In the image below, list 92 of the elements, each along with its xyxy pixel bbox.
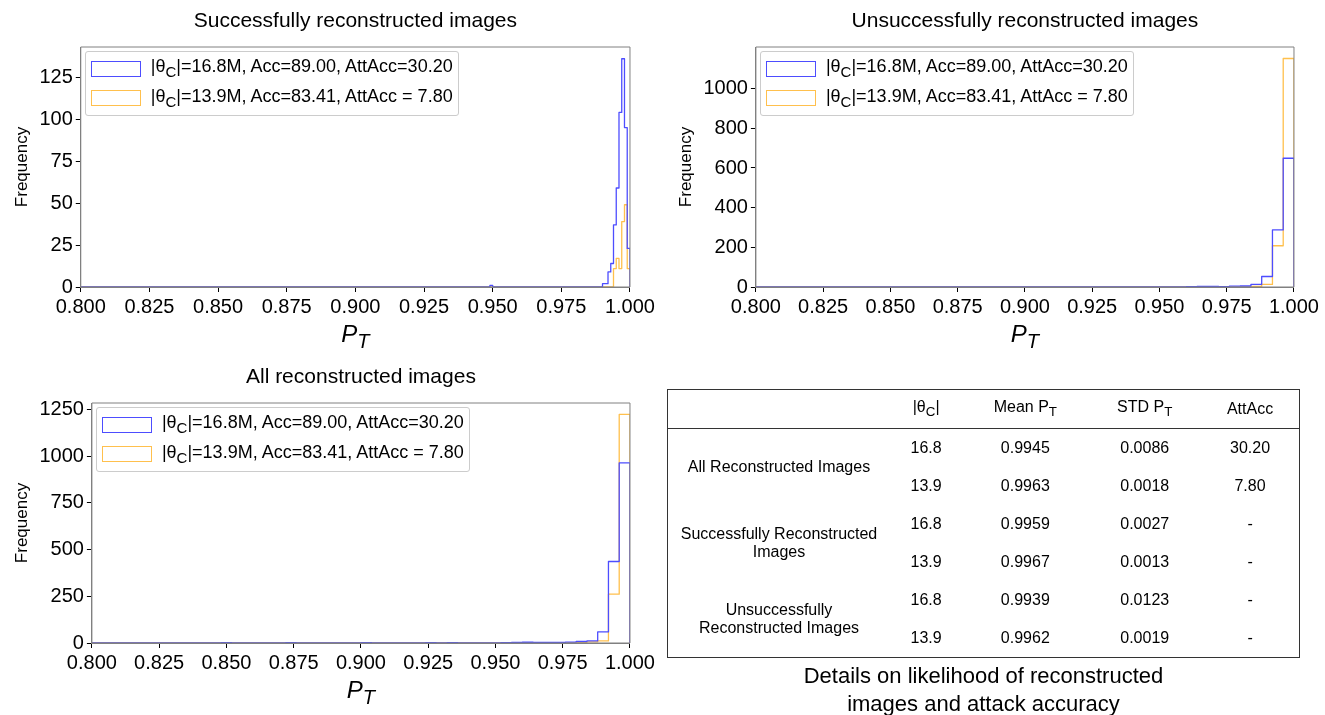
x-tick-label: 0.875 xyxy=(268,650,319,673)
x-tick-label: 0.900 xyxy=(330,294,381,317)
text: 0.0013 xyxy=(1120,553,1170,570)
y-tick-label: 250 xyxy=(50,583,84,606)
y-tick-label: 1250 xyxy=(39,396,84,419)
y-axis-title: Frequency xyxy=(11,126,31,208)
y-tick-label: 750 xyxy=(50,490,84,513)
x-tick-label: 0.800 xyxy=(66,650,117,673)
x-tick-label: 0.925 xyxy=(1067,294,1118,317)
x-tick-label: 0.850 xyxy=(865,294,916,317)
text: 7.80 xyxy=(1234,477,1266,494)
legend-label: |θ$_{C}$|=13.9M, Acc=83.41, AttAcc = 7.80 xyxy=(161,440,464,468)
y-tick-label: 400 xyxy=(714,195,748,218)
text: 0.0019 xyxy=(1120,629,1170,646)
x-tick-label: 0.925 xyxy=(403,650,454,673)
y-tick-label: 500 xyxy=(50,537,84,560)
x-tick-label: 0.875 xyxy=(261,294,312,317)
text: 0.0018 xyxy=(1120,477,1170,494)
x-tick-label: 0.800 xyxy=(730,294,781,317)
y-tick-label: 25 xyxy=(50,232,73,255)
x-tick-label: 1.000 xyxy=(604,650,656,673)
text: 0.9959 xyxy=(1000,515,1050,532)
chart-title: Successfully reconstructed images xyxy=(193,8,518,31)
text: 0.9962 xyxy=(1000,629,1050,646)
text: - xyxy=(1247,591,1253,608)
text: 0.0123 xyxy=(1120,591,1170,608)
category-label: |θ$_{C}$| xyxy=(912,398,940,420)
x-tick-label: 0.825 xyxy=(134,650,185,673)
text: 30.20 xyxy=(1230,439,1271,456)
x-tick-label: 0.975 xyxy=(1201,294,1252,317)
y-tick-label: 200 xyxy=(714,234,748,257)
category-label: AttAcc xyxy=(1226,400,1274,417)
text: 16.8 xyxy=(910,515,942,532)
x-axis-title: P$_{T}$ xyxy=(341,320,370,352)
y-tick-label: 1000 xyxy=(39,443,84,466)
x-tick-label: 0.975 xyxy=(537,650,588,673)
legend-label: |θ$_{C}$|=13.9M, Acc=83.41, AttAcc = 7.80 xyxy=(825,84,1128,112)
text: - xyxy=(1247,629,1253,646)
x-tick-label: 1.000 xyxy=(1268,294,1320,317)
text: 0.9945 xyxy=(1000,439,1050,456)
category-label: Mean P$_{T}$ xyxy=(993,398,1057,420)
legend-label: |θ$_{C}$|=16.8M, Acc=89.00, AttAcc=30.20 xyxy=(825,55,1128,82)
chart-title: Unsuccessfully reconstructed images xyxy=(851,8,1199,31)
x-tick-label: 0.900 xyxy=(335,650,386,673)
y-tick-label: 600 xyxy=(714,155,748,178)
x-tick-label: 0.825 xyxy=(124,294,175,317)
y-tick-label: 0 xyxy=(72,630,84,653)
y-axis-title: Frequency xyxy=(11,482,31,564)
text: - xyxy=(1247,553,1253,570)
text: Details on likelihood of reconstructed images and attack accuracy xyxy=(803,663,1164,715)
y-tick-label: 100 xyxy=(39,106,73,129)
text: 16.8 xyxy=(910,591,942,608)
legend-label: |θ$_{C}$|=13.9M, Acc=83.41, AttAcc = 7.80 xyxy=(150,84,453,112)
y-tick-label: 50 xyxy=(50,190,73,213)
x-tick-label: 0.950 xyxy=(1134,294,1185,317)
x-tick-label: 0.875 xyxy=(932,294,983,317)
x-tick-label: 0.850 xyxy=(201,650,252,673)
x-tick-label: 0.950 xyxy=(470,650,521,673)
legend-label: |θ$_{C}$|=16.8M, Acc=89.00, AttAcc=30.20 xyxy=(161,411,464,438)
text: - xyxy=(1247,515,1253,532)
category-label: All Reconstructed Images xyxy=(687,458,871,475)
y-tick-label: 75 xyxy=(50,148,73,171)
x-tick-label: 0.825 xyxy=(798,294,849,317)
x-tick-label: 0.800 xyxy=(55,294,106,317)
y-tick-label: 125 xyxy=(39,64,73,87)
x-tick-label: 0.950 xyxy=(467,294,518,317)
y-axis-title: Frequency xyxy=(675,126,695,208)
x-tick-label: 0.975 xyxy=(536,294,587,317)
text: 0.9939 xyxy=(1000,591,1050,608)
text: 13.9 xyxy=(910,553,942,570)
x-axis-title: P$_{T}$ xyxy=(1010,320,1040,352)
x-axis-title: P$_{T}$ xyxy=(346,676,376,708)
x-tick-label: 1.000 xyxy=(604,294,656,317)
y-tick-label: 0 xyxy=(61,274,73,297)
text: 0.9967 xyxy=(1000,553,1050,570)
chart-title: All reconstructed images xyxy=(245,364,476,387)
x-tick-label: 0.850 xyxy=(193,294,244,317)
text: 0.0027 xyxy=(1120,515,1170,532)
category-label: Unsuccessfully Reconstructed Images xyxy=(698,601,860,636)
category-label: STD P$_{T}$ xyxy=(1117,398,1173,420)
x-tick-label: 0.900 xyxy=(999,294,1050,317)
y-tick-label: 0 xyxy=(736,274,748,297)
y-tick-label: 1000 xyxy=(703,76,748,99)
text: 13.9 xyxy=(910,477,942,494)
text: 13.9 xyxy=(910,629,942,646)
text: 16.8 xyxy=(910,439,942,456)
x-tick-label: 0.925 xyxy=(398,294,450,317)
legend-label: |θ$_{C}$|=16.8M, Acc=89.00, AttAcc=30.20 xyxy=(150,55,453,82)
category-label: Successfully Reconstructed Images xyxy=(680,525,878,560)
y-tick-label: 800 xyxy=(714,115,748,138)
text: 0.0086 xyxy=(1120,439,1170,456)
text: 0.9963 xyxy=(1000,477,1050,494)
